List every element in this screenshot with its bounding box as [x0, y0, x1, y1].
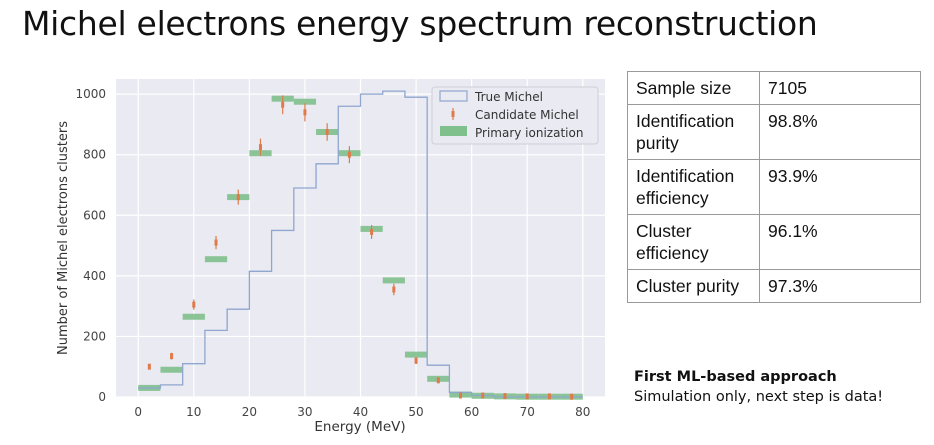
candidate-michel-point	[570, 393, 574, 400]
x-tick-label: 10	[186, 405, 201, 419]
primary-ionization-bar	[182, 313, 205, 320]
y-tick-label: 800	[83, 148, 106, 162]
x-tick-label: 80	[575, 405, 590, 419]
primary-ionization-bar	[160, 366, 183, 373]
candidate-michel-point	[325, 129, 329, 135]
table-value-cell: 96.1%	[759, 214, 921, 270]
x-tick-label: 70	[520, 405, 535, 419]
table-label-cell: Cluster purity	[627, 269, 760, 303]
y-tick-label: 200	[83, 329, 106, 343]
x-tick-label: 20	[242, 405, 257, 419]
candidate-michel-point	[547, 393, 551, 400]
table-row: Cluster purity 97.3%	[627, 269, 921, 303]
candidate-michel-point	[192, 301, 196, 308]
table-label-cell: Identification purity	[627, 104, 760, 160]
slide-title: Michel electrons energy spectrum reconst…	[22, 4, 818, 43]
legend-swatch-true-michel	[439, 90, 468, 102]
candidate-michel-point	[347, 151, 351, 158]
y-tick-label: 0	[98, 390, 106, 404]
primary-ionization-bar	[404, 351, 428, 358]
legend-label: True Michel	[474, 90, 543, 104]
table-value-cell: 97.3%	[759, 269, 921, 303]
candidate-michel-point	[258, 144, 262, 151]
primary-ionization-bar	[293, 98, 317, 105]
y-axis-label: Number of Michel electrons clusters	[56, 121, 71, 355]
x-tick-label: 60	[464, 405, 479, 419]
primary-ionization-bar	[204, 256, 228, 263]
results-table: Sample size 7105 Identification purity 98.8…	[627, 71, 921, 303]
x-axis-label: Energy (MeV)	[314, 419, 405, 435]
x-tick-label: 40	[353, 405, 368, 419]
candidate-michel-point	[214, 239, 218, 246]
candidate-michel-point	[392, 286, 396, 293]
candidate-michel-point	[303, 109, 307, 116]
candidate-michel-point	[236, 194, 240, 201]
candidate-michel-point	[481, 392, 485, 399]
y-tick-label: 600	[83, 208, 106, 222]
legend: True Michel Candidate Michel Primary ioniz…	[431, 86, 599, 145]
legend-swatch-candidate-michel-point	[451, 111, 455, 117]
candidate-michel-point	[147, 363, 151, 370]
table-value-cell: 93.9%	[759, 159, 921, 215]
grid-lines	[116, 79, 605, 398]
table-row: Identification efficiency 93.9%	[627, 159, 921, 215]
table-label-cell: Cluster efficiency	[627, 214, 760, 270]
table-value-cell: 7105	[759, 71, 921, 105]
table-label-cell: Identification efficiency	[627, 159, 760, 215]
x-tick-label: 30	[297, 405, 312, 419]
legend-swatch-primary-ionization	[440, 126, 467, 136]
x-tick-label: 50	[408, 405, 423, 419]
notes-block: First ML-based approach Simulation only,…	[634, 367, 883, 407]
legend-box	[431, 86, 599, 145]
x-tick-label: 0	[134, 405, 142, 419]
candidate-michel-point	[459, 392, 463, 399]
candidate-michel-point	[281, 101, 285, 108]
y-tick-label: 400	[83, 269, 106, 283]
true-michel-step-line	[138, 90, 583, 398]
candidate-michel-point	[170, 353, 174, 360]
candidate-michel-point	[370, 228, 374, 235]
table-value-cell: 98.8%	[759, 104, 921, 160]
table-row: Cluster efficiency 96.1%	[627, 214, 921, 270]
notes-text: Simulation only, next step is data!	[634, 389, 884, 405]
candidate-michel-point	[503, 393, 507, 400]
notes-headline: First ML-based approach	[634, 369, 837, 385]
legend-label: Primary ionization	[475, 126, 583, 140]
y-tick-label: 1000	[75, 87, 106, 101]
primary-ionization-bar	[382, 277, 405, 284]
table-row: Sample size 7105	[627, 71, 921, 105]
table-label-cell: Sample size	[627, 71, 760, 105]
series-layer	[138, 90, 583, 400]
candidate-michel-point	[525, 393, 529, 400]
candidate-michel-point	[436, 377, 440, 384]
legend-label: Candidate Michel	[475, 108, 579, 122]
table-row: Identification purity 98.8%	[627, 104, 921, 160]
candidate-michel-point	[414, 357, 418, 364]
